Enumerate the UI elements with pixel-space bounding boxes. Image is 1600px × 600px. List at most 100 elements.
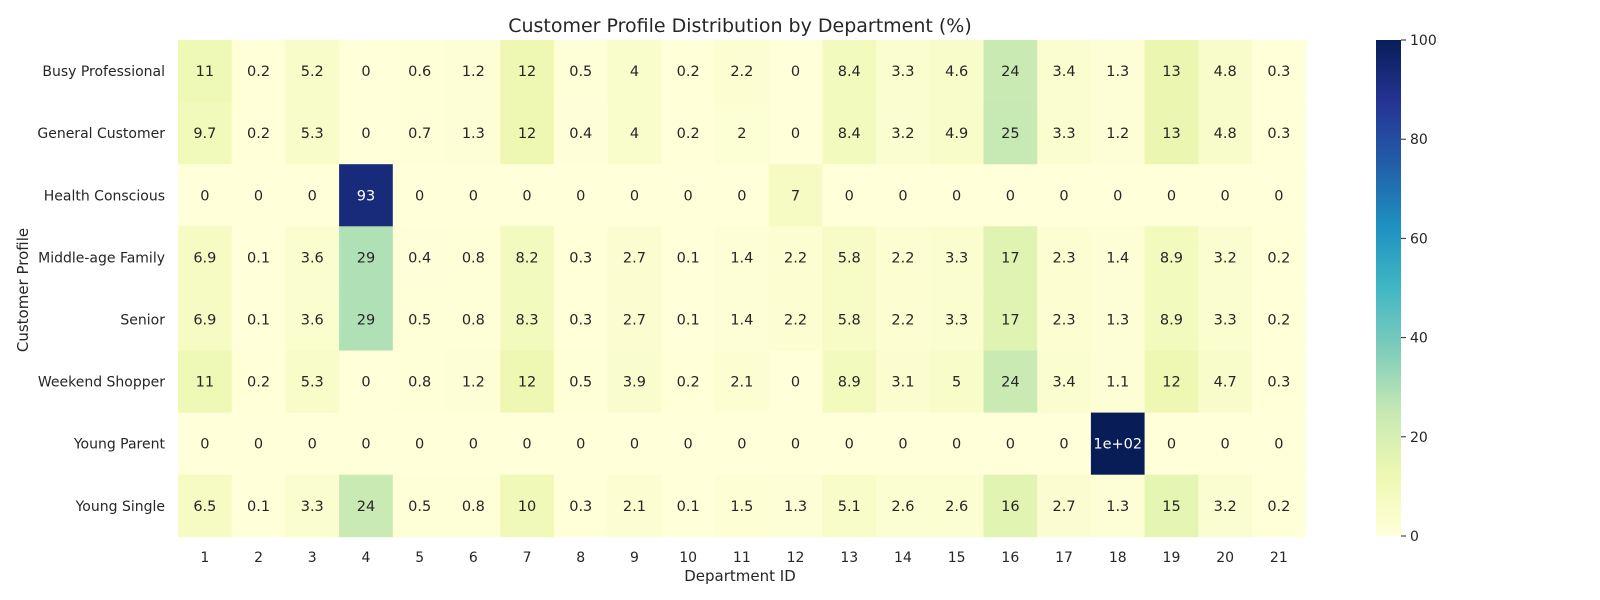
y-tick-label: Middle-age Family xyxy=(38,250,165,266)
cell-value-label: 5.3 xyxy=(301,126,324,142)
x-tick-label: 16 xyxy=(1001,550,1019,566)
heatmap-cell xyxy=(715,164,770,227)
cell-value-label: 29 xyxy=(357,250,375,266)
colorbar-tick-label: 0 xyxy=(1410,529,1419,545)
cell-value-label: 12 xyxy=(518,64,536,80)
heatmap-cell xyxy=(1144,412,1199,476)
heatmap-cell xyxy=(822,288,877,351)
cell-value-label: 0 xyxy=(630,437,639,453)
heatmap-cell xyxy=(446,226,501,289)
cell-value-label: 0 xyxy=(1221,188,1230,204)
cell-value-label: 8.4 xyxy=(838,126,861,142)
cell-value-label: 12 xyxy=(518,375,536,391)
x-tick-labels: 1 2 3 4 5 6 7 8 9 10 11 12 13 14 15 16 17 18 19 20 21 xyxy=(200,550,1287,566)
heatmap-cell xyxy=(1144,40,1199,103)
x-tick-label: 5 xyxy=(415,550,424,566)
heatmap-cell xyxy=(231,474,286,538)
heatmap-cell xyxy=(1252,102,1307,165)
heatmap-cell xyxy=(929,288,984,351)
heatmap-cell xyxy=(1252,226,1307,289)
heatmap-cell xyxy=(231,412,286,476)
cell-value-label: 1.2 xyxy=(1106,126,1129,142)
heatmap-cell xyxy=(822,102,877,165)
heatmap-cell xyxy=(446,164,501,227)
cell-value-label: 0.3 xyxy=(569,312,592,328)
cell-value-label: 0.7 xyxy=(408,126,431,142)
cell-value-label: 12 xyxy=(1162,375,1180,391)
cell-value-label: 11 xyxy=(196,64,214,80)
cell-value-label: 6.5 xyxy=(193,499,216,515)
cell-value-label: 0 xyxy=(522,437,531,453)
cell-value-label: 8.9 xyxy=(1160,250,1183,266)
cell-value-label: 0 xyxy=(415,188,424,204)
x-tick-label: 12 xyxy=(787,550,805,566)
cell-value-label: 0.1 xyxy=(247,250,270,266)
cell-value-label: 0.1 xyxy=(677,250,700,266)
cell-value-label: 0.4 xyxy=(408,250,431,266)
heatmap-cell xyxy=(1252,350,1307,413)
heatmap-cell xyxy=(1198,288,1253,351)
cell-value-label: 3.9 xyxy=(623,375,646,391)
cell-value-label: 0.2 xyxy=(677,64,700,80)
cell-value-label: 0 xyxy=(737,188,746,204)
cell-value-label: 8.4 xyxy=(838,64,861,80)
cell-value-label: 0 xyxy=(1006,437,1015,453)
cell-value-label: 5.1 xyxy=(838,499,861,515)
colorbar-tick-label: 40 xyxy=(1410,331,1428,347)
heatmap-cell xyxy=(178,412,233,476)
y-tick-label: Weekend Shopper xyxy=(38,375,165,391)
cell-value-label: 0.2 xyxy=(1267,250,1290,266)
heatmap-cell xyxy=(822,164,877,227)
cell-value-label: 0 xyxy=(1059,437,1068,453)
heatmap-cell xyxy=(553,412,608,476)
heatmap-cell xyxy=(392,474,447,538)
heatmap-cell xyxy=(339,164,394,227)
cell-value-label: 1.4 xyxy=(730,250,753,266)
cell-value-label: 7 xyxy=(791,188,800,204)
cell-value-label: 2.2 xyxy=(730,64,753,80)
x-axis-label: Department ID xyxy=(684,567,796,585)
heatmap-cell xyxy=(1198,40,1253,103)
heatmap-cell xyxy=(1252,164,1307,227)
cell-value-label: 0.8 xyxy=(462,499,485,515)
cell-value-label: 2.6 xyxy=(945,499,968,515)
cell-value-label: 0 xyxy=(1274,188,1283,204)
heatmap-cell xyxy=(1198,350,1253,413)
colorbar-tick-label: 20 xyxy=(1410,430,1428,446)
heatmap-cell xyxy=(178,474,233,538)
heatmap-cell xyxy=(231,164,286,227)
heatmap-cell xyxy=(1252,40,1307,103)
cell-value-label: 9.7 xyxy=(193,126,216,142)
heatmap-cell xyxy=(553,350,608,413)
cell-value-label: 0.1 xyxy=(247,312,270,328)
cell-value-label: 0 xyxy=(791,126,800,142)
cell-value-label: 8.9 xyxy=(1160,312,1183,328)
cell-value-label: 0 xyxy=(200,188,209,204)
cell-value-label: 2.2 xyxy=(784,250,807,266)
heatmap-cell xyxy=(1144,474,1199,538)
cell-value-label: 24 xyxy=(1001,375,1019,391)
heatmap-cell xyxy=(768,40,823,103)
cell-value-label: 0.8 xyxy=(462,312,485,328)
cell-value-label: 0 xyxy=(361,437,370,453)
cell-value-label: 0 xyxy=(1113,188,1122,204)
cell-value-label: 0 xyxy=(308,188,317,204)
heatmap-cell xyxy=(231,102,286,165)
heatmap-cell xyxy=(1090,474,1145,538)
heatmap-cell xyxy=(768,226,823,289)
cell-value-label: 1.3 xyxy=(462,126,485,142)
cell-value-label: 0.5 xyxy=(408,312,431,328)
heatmap-cell xyxy=(876,102,931,165)
heatmap-cell xyxy=(553,164,608,227)
heatmap-cell xyxy=(661,164,716,227)
x-tick-label: 20 xyxy=(1216,550,1234,566)
heatmap-cell xyxy=(339,288,394,351)
heatmap-cell xyxy=(285,350,340,413)
cell-value-label: 0 xyxy=(308,437,317,453)
heatmap-cell xyxy=(178,102,233,165)
x-tick-label: 10 xyxy=(679,550,697,566)
heatmap-cell xyxy=(231,288,286,351)
heatmap-cell xyxy=(392,350,447,413)
heatmap-cell xyxy=(1144,288,1199,351)
cell-value-label: 0 xyxy=(469,188,478,204)
